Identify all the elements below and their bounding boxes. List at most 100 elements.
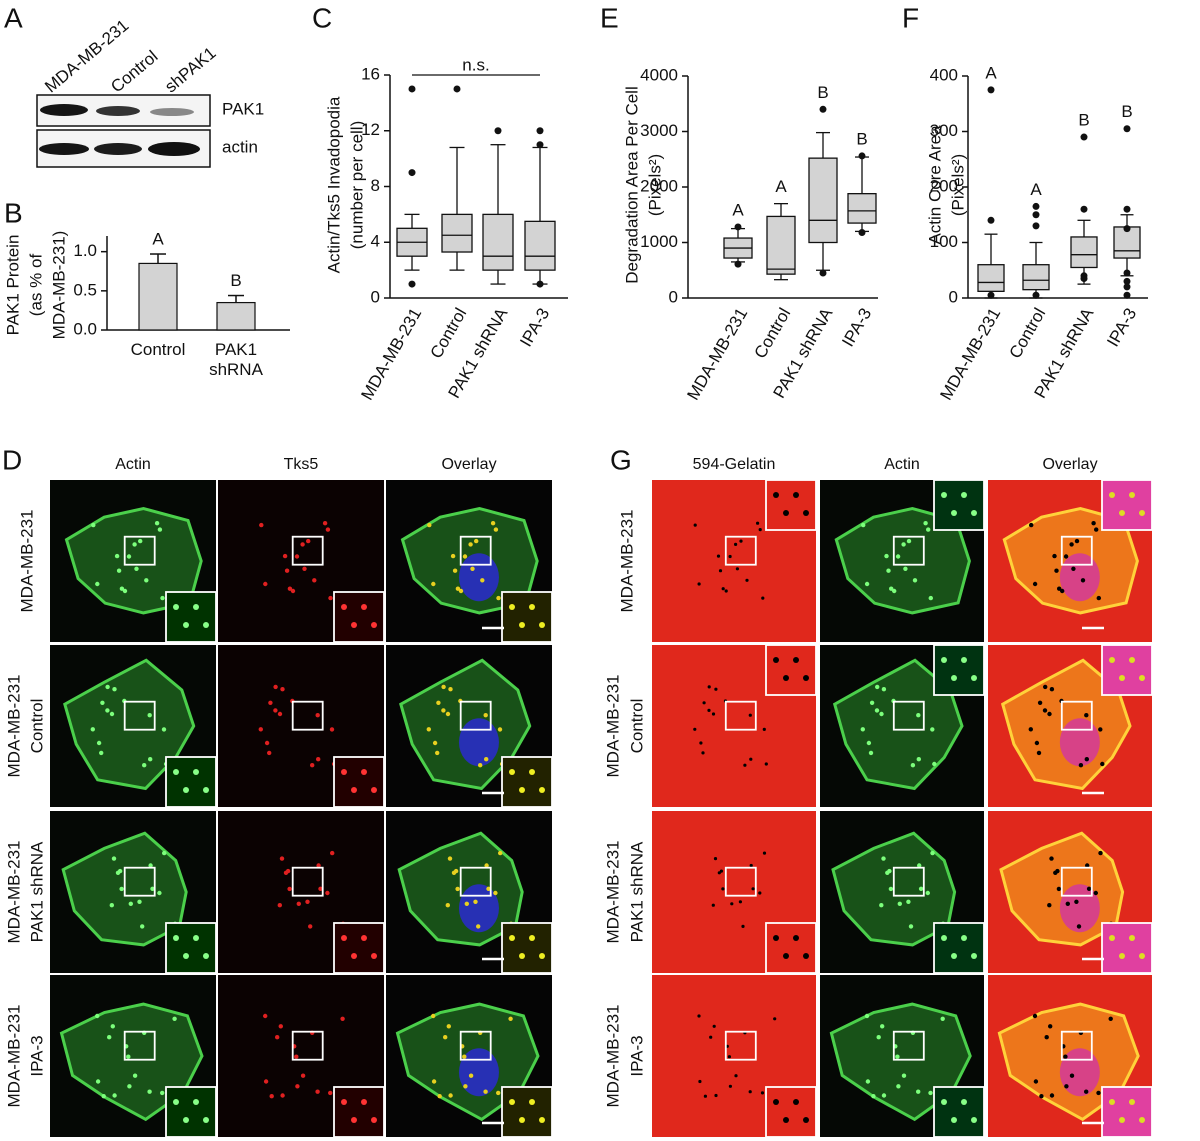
puncta: [160, 1090, 165, 1096]
puncta: [880, 1024, 885, 1029]
inset-puncta: [1109, 492, 1115, 498]
roi-box: [291, 866, 324, 897]
puncta: [741, 924, 745, 928]
puncta: [468, 542, 473, 547]
y-tick-label: 0.5: [73, 280, 97, 299]
puncta: [876, 1035, 881, 1040]
y-axis-label: Actin/Tks5 Invadopodia: [324, 96, 343, 273]
row-label: MDA-MB-231: [603, 675, 622, 778]
outlier: [987, 216, 995, 224]
puncta: [147, 1089, 152, 1094]
puncta: [760, 1091, 765, 1095]
puncta: [697, 1014, 701, 1018]
puncta: [273, 684, 278, 690]
puncta: [1085, 863, 1090, 868]
blot-band: [150, 108, 194, 116]
row-label: Control: [627, 699, 646, 754]
inset-puncta: [793, 1099, 799, 1105]
x-tick-label: MDA-MB-231: [936, 305, 1004, 404]
puncta: [734, 542, 738, 546]
box: [808, 157, 838, 244]
y-tick-label: 200: [930, 176, 958, 195]
puncta: [1037, 700, 1043, 705]
puncta: [119, 886, 124, 892]
puncta: [144, 578, 149, 583]
nucleus: [458, 553, 499, 602]
inset-puncta: [951, 953, 957, 959]
inset-puncta: [803, 675, 809, 681]
puncta: [277, 903, 282, 908]
row-label: MDA-MB-231: [617, 510, 636, 613]
inset: [501, 756, 553, 808]
outlier: [1032, 211, 1040, 219]
puncta: [110, 1024, 115, 1029]
puncta: [910, 763, 916, 768]
blot-band: [39, 143, 89, 155]
puncta: [114, 553, 120, 559]
inset: [165, 591, 217, 643]
puncta: [432, 740, 438, 746]
inset-puncta: [971, 1117, 977, 1123]
puncta: [96, 740, 102, 746]
blot-band: [96, 106, 140, 116]
roi-box: [892, 866, 925, 897]
puncta: [462, 1054, 467, 1059]
puncta: [325, 527, 331, 532]
y-axis-label: (Pixels²): [645, 154, 664, 216]
roi-box: [123, 1030, 156, 1061]
inset-puncta: [509, 769, 515, 775]
roi-box: [123, 866, 156, 897]
puncta: [283, 870, 289, 875]
puncta: [315, 713, 320, 718]
cell: [63, 658, 196, 791]
puncta: [483, 713, 488, 718]
micrograph: [652, 975, 817, 1138]
puncta: [906, 538, 912, 544]
inset-puncta: [371, 622, 377, 628]
puncta: [455, 886, 460, 892]
inset-puncta: [361, 1099, 367, 1105]
puncta: [1057, 586, 1062, 591]
significance-letter: B: [817, 83, 828, 102]
inset-puncta: [1109, 935, 1115, 941]
puncta: [172, 1016, 177, 1021]
puncta: [1044, 1035, 1049, 1040]
x-tick-label: Control: [750, 305, 794, 362]
puncta: [441, 708, 446, 713]
puncta: [714, 1093, 718, 1098]
puncta: [908, 924, 914, 929]
significance-letter: A: [775, 177, 787, 196]
inset-puncta: [941, 492, 947, 498]
inset-puncta: [1139, 675, 1145, 681]
puncta: [718, 569, 723, 573]
y-tick-label: 300: [930, 121, 958, 140]
puncta: [140, 924, 145, 929]
puncta: [426, 727, 431, 732]
inset-puncta: [351, 622, 357, 628]
puncta: [901, 542, 906, 547]
puncta: [330, 850, 335, 856]
micrograph: [652, 811, 817, 974]
puncta: [490, 521, 496, 526]
puncta: [916, 1089, 921, 1094]
inset: [765, 922, 817, 974]
roi-box: [892, 700, 925, 731]
puncta: [912, 578, 918, 583]
outlier: [734, 223, 742, 231]
puncta: [721, 587, 725, 591]
puncta: [709, 1035, 713, 1039]
inset-puncta: [1119, 510, 1125, 516]
significance-letter: A: [152, 230, 164, 249]
puncta: [310, 763, 315, 768]
inset: [165, 756, 217, 808]
puncta: [756, 521, 760, 525]
outlier: [408, 280, 416, 288]
band-label: PAK1: [222, 99, 264, 118]
inset-puncta: [951, 510, 957, 516]
inset-puncta: [971, 953, 977, 959]
puncta: [132, 1073, 138, 1078]
puncta: [455, 586, 461, 591]
puncta: [458, 588, 464, 594]
puncta: [138, 538, 143, 544]
puncta: [940, 1016, 945, 1021]
